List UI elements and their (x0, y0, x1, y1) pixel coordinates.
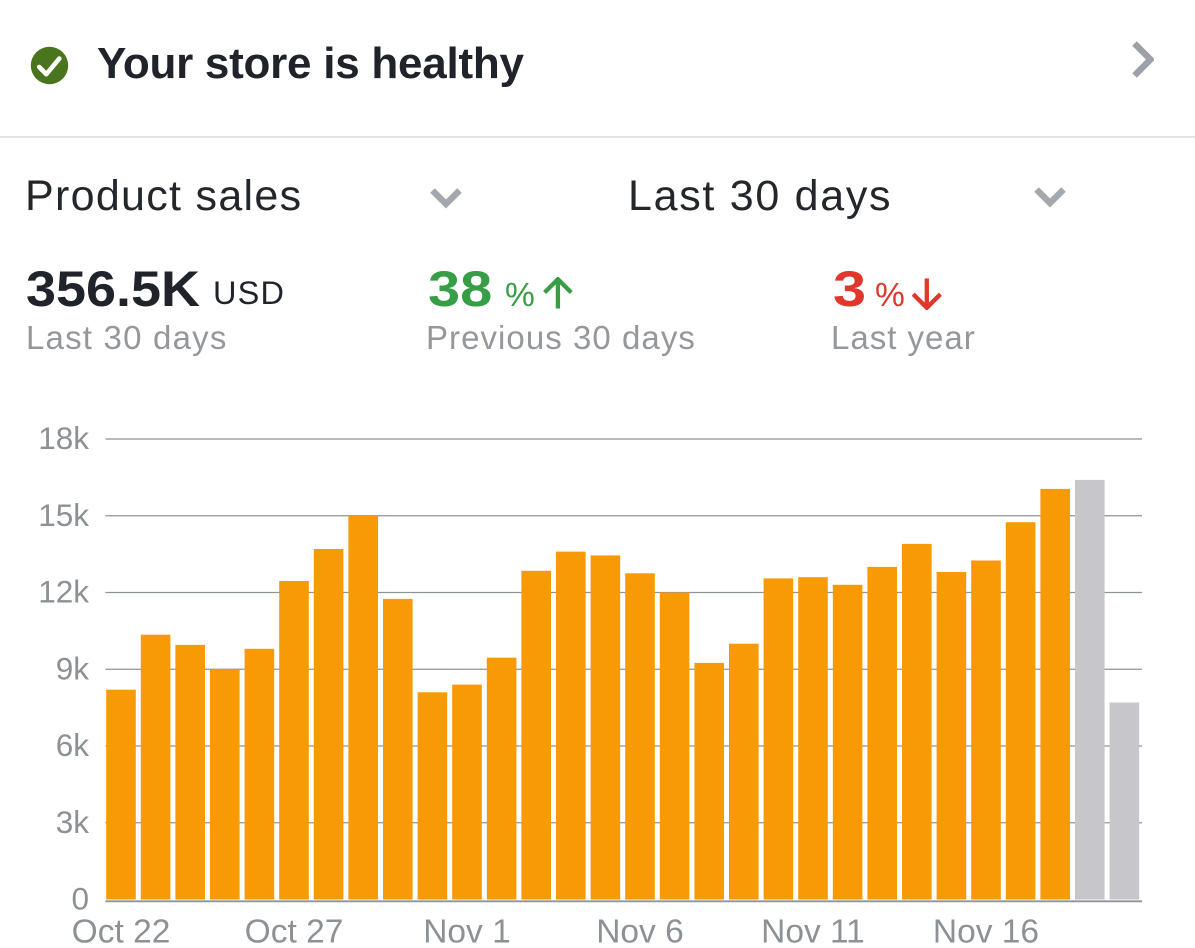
svg-text:18k: 18k (38, 420, 89, 456)
svg-text:3k: 3k (56, 804, 90, 840)
svg-text:Nov 1: Nov 1 (423, 914, 511, 948)
svg-text:Nov 11: Nov 11 (761, 914, 865, 948)
svg-text:12k: 12k (38, 574, 89, 610)
svg-text:Nov 6: Nov 6 (596, 914, 684, 948)
svg-text:Nov 16: Nov 16 (933, 914, 1039, 948)
svg-text:15k: 15k (38, 497, 89, 533)
svg-text:6k: 6k (56, 727, 90, 763)
svg-text:0: 0 (71, 881, 89, 917)
svg-text:Oct 27: Oct 27 (245, 914, 344, 948)
svg-text:9k: 9k (56, 650, 90, 686)
svg-text:Oct 22: Oct 22 (72, 914, 171, 948)
